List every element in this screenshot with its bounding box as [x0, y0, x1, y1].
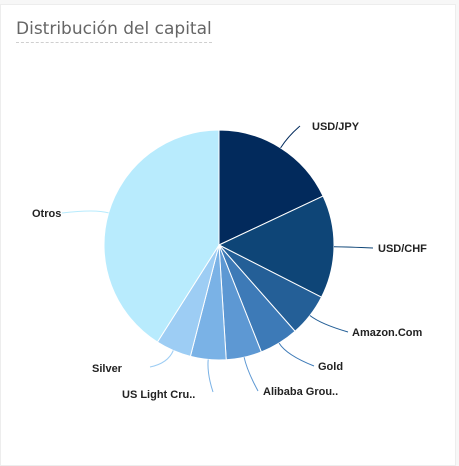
slice-label-us-light-cru: US Light Cru.. [122, 389, 195, 401]
leader-line-alibaba-grou [243, 357, 259, 392]
leader-line-usd-jpy [280, 125, 301, 149]
leader-line-us-light-cru [207, 359, 214, 393]
slice-label-otros: Otros [32, 208, 61, 220]
pie-slice-usd-jpy[interactable] [218, 129, 324, 246]
pie-slice-usd-chf[interactable] [217, 195, 335, 298]
slice-label-amazon-com: Amazon.Com [352, 327, 423, 339]
slice-label-silver: Silver [92, 363, 123, 375]
slice-label-alibaba-grou: Alibaba Grou.. [263, 386, 338, 398]
leader-line-amazon-com [309, 315, 349, 333]
leader-line-silver [149, 350, 174, 368]
leader-line-otros [61, 210, 109, 214]
slice-label-gold: Gold [318, 361, 343, 373]
slice-label-usd-chf: USD/CHF [378, 243, 427, 255]
slice-label-usd-jpy: USD/JPY [312, 121, 360, 133]
leader-line-gold [278, 342, 315, 367]
leader-line-usd-chf [333, 246, 374, 249]
widget-title: Distribución del capital [16, 19, 212, 43]
